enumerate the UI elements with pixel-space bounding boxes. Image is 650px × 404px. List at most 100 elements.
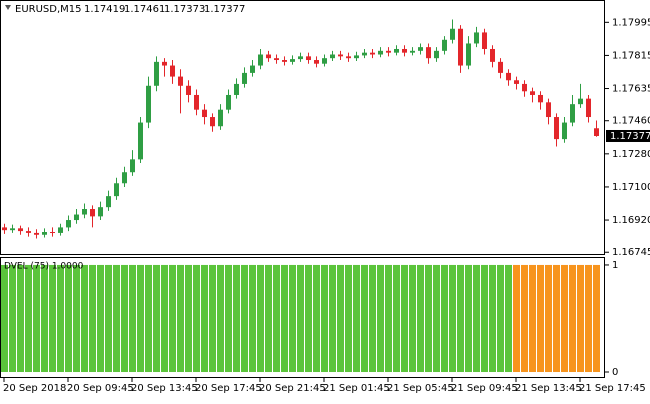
indicator-bar <box>577 264 584 373</box>
candle-body <box>586 98 591 118</box>
indicator-bar <box>489 264 496 373</box>
candle-body <box>578 98 583 105</box>
indicator-bar <box>441 264 448 373</box>
x-tick-label: 21 Sep 17:45 <box>579 383 646 394</box>
candle-body <box>474 32 479 44</box>
indicator-bar <box>169 264 176 373</box>
x-tick-label: 20 Sep 21:45 <box>259 383 326 394</box>
indicator-bar <box>41 264 48 373</box>
candle-body <box>466 43 471 66</box>
indicator-bar <box>257 264 264 373</box>
indicator-bar <box>289 264 296 373</box>
indicator-bar <box>185 264 192 373</box>
candle-body <box>218 109 223 127</box>
indicator-bar <box>377 264 384 373</box>
candle-body <box>298 56 303 60</box>
indicator-bar <box>249 264 256 373</box>
indicator-bar <box>233 264 240 373</box>
y-tick-label: 1.16745 <box>612 247 650 258</box>
x-tick-label: 20 Sep 17:45 <box>195 383 262 394</box>
indicator-bar <box>145 264 152 373</box>
candle-body <box>154 61 159 86</box>
candle-body <box>370 52 375 55</box>
candle-body <box>290 59 295 62</box>
indicator-bar <box>49 264 56 373</box>
indicator-bar <box>89 264 96 373</box>
indicator-bar <box>225 264 232 373</box>
x-tick-label: 20 Sep 2018 <box>3 383 66 394</box>
y-tick-label: 1.17100 <box>612 182 650 193</box>
indicator-bar <box>137 264 144 373</box>
indicator-panel-frame <box>0 257 605 378</box>
indicator-bar <box>393 264 400 373</box>
indicator-bar <box>425 264 432 373</box>
candle-body <box>170 65 175 77</box>
indicator-bar <box>553 264 560 373</box>
indicator-bar <box>433 264 440 373</box>
indicator-bar <box>161 264 168 373</box>
candle-body <box>74 214 79 221</box>
indicator-bar <box>177 264 184 373</box>
candle-body <box>178 76 183 86</box>
candle-body <box>66 220 71 228</box>
indicator-bar <box>593 264 600 373</box>
candle-body <box>146 85 151 123</box>
x-tick-label: 21 Sep 01:45 <box>323 383 390 394</box>
candle-body <box>314 60 319 64</box>
indicator-bar <box>73 264 80 373</box>
candle-body <box>362 52 367 56</box>
indicator-bar <box>409 264 416 373</box>
indicator-bar <box>281 264 288 373</box>
candle-body <box>594 128 599 136</box>
candle-body <box>442 39 447 51</box>
x-tick-label: 21 Sep 05:45 <box>387 383 454 394</box>
header-open: 1.17419 <box>84 4 125 15</box>
candle-body <box>386 50 391 53</box>
y-tick-label: 1.17280 <box>612 149 650 160</box>
header-high: 1.17461 <box>124 4 165 15</box>
indicator-bar <box>473 264 480 373</box>
candle-body <box>274 58 279 61</box>
indicator-bar <box>153 264 160 373</box>
candle-body <box>394 48 399 53</box>
candle-body <box>538 94 543 103</box>
x-tick-label: 21 Sep 09:45 <box>451 383 518 394</box>
candle-body <box>98 207 103 217</box>
candle-body <box>490 48 495 62</box>
y-tick-label: 1 <box>612 260 618 271</box>
current-price-label: 1.17377 <box>610 131 650 142</box>
indicator-bar <box>113 264 120 373</box>
indicator-bar <box>521 264 528 373</box>
indicator-bar <box>481 264 488 373</box>
candle-body <box>114 183 119 197</box>
candle-body <box>522 83 527 92</box>
x-tick-label: 20 Sep 13:45 <box>131 383 198 394</box>
indicator-bar <box>57 264 64 373</box>
candle-body <box>226 94 231 110</box>
indicator-bar <box>329 264 336 373</box>
candle-body <box>338 54 343 57</box>
indicator-bar <box>241 264 248 373</box>
indicator-bar <box>369 264 376 373</box>
candle-body <box>458 28 463 66</box>
indicator-bar <box>305 264 312 373</box>
candle-body <box>514 80 519 84</box>
indicator-bar <box>273 264 280 373</box>
indicator-bar <box>217 264 224 373</box>
indicator-bar <box>9 264 16 373</box>
candle-body <box>530 91 535 95</box>
indicator-bar <box>129 264 136 373</box>
y-tick-label: 1.17815 <box>612 50 650 61</box>
x-tick-label: 21 Sep 13:45 <box>515 383 582 394</box>
indicator-bar <box>585 264 592 373</box>
candle-body <box>122 172 127 184</box>
current-price-box <box>606 129 650 142</box>
y-tick-label: 1.16920 <box>612 215 650 226</box>
candle-body <box>194 94 199 110</box>
candle-body <box>242 72 247 84</box>
candle-body <box>250 65 255 73</box>
indicator-bar <box>561 264 568 373</box>
candle-body <box>562 122 567 140</box>
candle-body <box>554 117 559 140</box>
indicator-bar <box>193 264 200 373</box>
